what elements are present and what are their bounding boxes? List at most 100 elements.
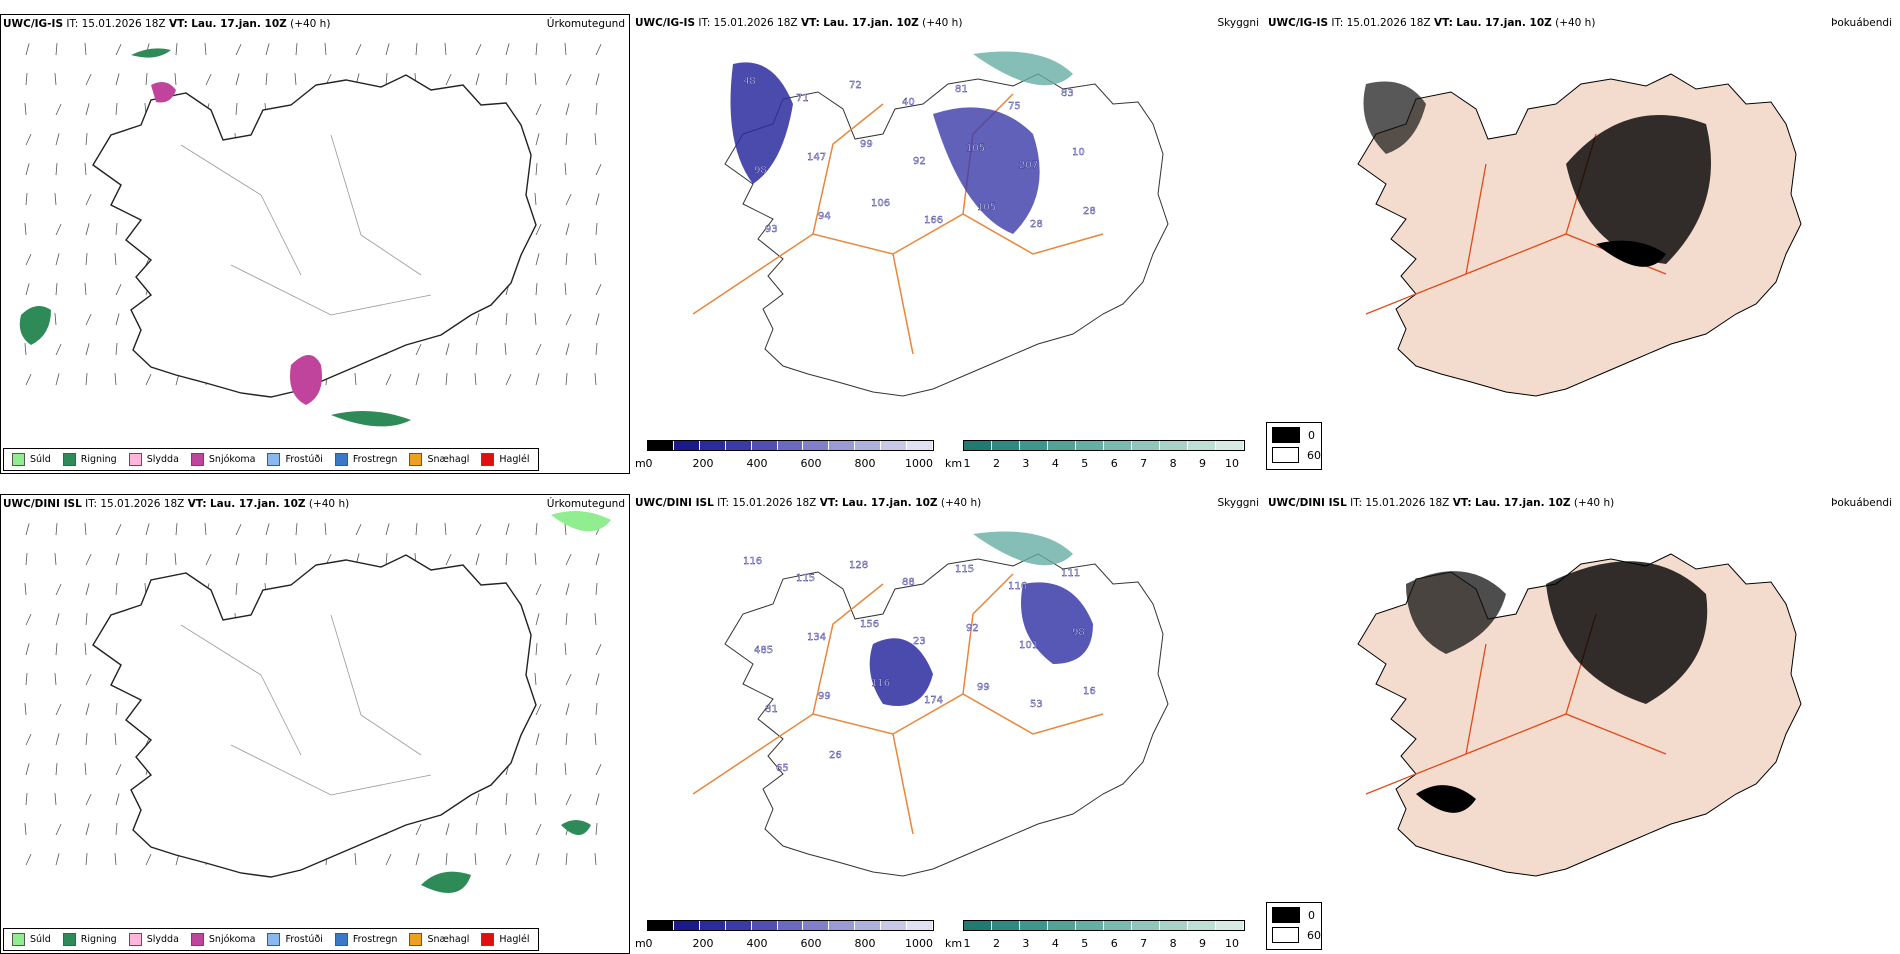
colorbar-cell bbox=[1132, 441, 1160, 450]
wind-barb bbox=[415, 823, 422, 836]
wind-barb bbox=[385, 73, 388, 86]
wind-barb bbox=[55, 733, 60, 746]
colorbar-cell bbox=[1020, 921, 1048, 930]
dini-ptype-panel: UWC/DINI ISL IT: 15.01.2026 18Z VT: Lau.… bbox=[0, 494, 630, 954]
wind-barb bbox=[475, 553, 480, 566]
legend-swatch bbox=[481, 933, 495, 946]
colorbar-cell bbox=[673, 441, 700, 450]
wind-barb bbox=[564, 523, 567, 536]
colorbar-tick: 4 bbox=[1051, 937, 1059, 950]
fog-area bbox=[1363, 81, 1426, 154]
legend-item: Rigning bbox=[62, 453, 117, 466]
wind-barb bbox=[25, 283, 30, 296]
wind-barb bbox=[85, 703, 90, 716]
wind-barb bbox=[535, 643, 538, 656]
legend-item: Frostúði bbox=[267, 933, 323, 946]
wind-barb bbox=[54, 313, 57, 326]
panel-title: UWC/DINI ISL IT: 15.01.2026 18Z VT: Lau.… bbox=[1268, 497, 1615, 509]
legend-swatch bbox=[128, 933, 142, 946]
colorbar-cell bbox=[1216, 441, 1244, 450]
cloudbase-label: 75 bbox=[1008, 101, 1021, 112]
igs-ptype-panel: UWC/IG-IS IT: 15.01.2026 18Z VT: Lau. 17… bbox=[0, 14, 630, 474]
wind-barb bbox=[565, 343, 570, 356]
wind-barb bbox=[565, 133, 568, 146]
wind-barb bbox=[505, 43, 510, 56]
colorbar-cell bbox=[1132, 921, 1160, 930]
colorbar-cell bbox=[725, 441, 752, 450]
wind-barb bbox=[85, 853, 88, 866]
colorbar-tick: 1000 bbox=[905, 457, 933, 470]
wind-barb bbox=[265, 523, 270, 536]
precip-type-legend: Súld Rigning Slydda Snjókoma Frostúði Frostre… bbox=[3, 928, 539, 951]
legend-item: Súld bbox=[12, 453, 51, 466]
wind-barb bbox=[534, 553, 537, 566]
colorbar-cell bbox=[751, 921, 778, 930]
colorbar-cell bbox=[1188, 921, 1216, 930]
wind-barb bbox=[84, 163, 87, 176]
wind-barb bbox=[55, 103, 62, 116]
cloudbase-label: 156 bbox=[860, 619, 879, 630]
cloudbase-label: 166 bbox=[924, 215, 943, 226]
legend-swatch bbox=[128, 453, 142, 466]
wind-barb bbox=[145, 73, 148, 86]
wind-barb bbox=[415, 853, 420, 866]
wind-barb bbox=[235, 583, 238, 596]
wind-barb bbox=[265, 73, 268, 86]
colorbar-tick: 9 bbox=[1199, 457, 1207, 470]
cloud-area bbox=[730, 62, 793, 185]
legend-item: Slydda bbox=[128, 453, 179, 466]
wind-barb bbox=[25, 793, 28, 806]
colorbar-cell bbox=[992, 921, 1020, 930]
wind-barb bbox=[535, 823, 542, 836]
cloudbase-colorbar: m 0 200 400 600 800 1000 bbox=[633, 440, 934, 470]
colorbar-tick: 1 bbox=[963, 937, 971, 950]
legend-label: Haglél bbox=[499, 454, 530, 465]
wind-barb bbox=[85, 73, 92, 86]
wind-barb bbox=[595, 193, 600, 206]
legend-swatch bbox=[409, 933, 423, 946]
wind-barb bbox=[595, 553, 600, 566]
cloud-map: 48 71 72 40 81 75 83 98 147 99 92 105 207 10 93 94 106 16… bbox=[692, 51, 1169, 397]
colorbar-tick: 9 bbox=[1199, 937, 1207, 950]
colorbar-cell bbox=[964, 921, 992, 930]
wind-barb bbox=[564, 283, 567, 296]
wind-barb bbox=[595, 673, 600, 686]
wind-barb bbox=[594, 373, 597, 386]
fog-legend: 0 60 bbox=[1266, 422, 1322, 470]
legend-swatch bbox=[62, 933, 76, 946]
wind-barb bbox=[594, 253, 597, 266]
wind-barb bbox=[85, 553, 92, 566]
wind-barb bbox=[474, 853, 477, 866]
wind-barb bbox=[535, 853, 540, 866]
wind-barb bbox=[385, 853, 392, 866]
cloudbase-label: 28 bbox=[1083, 206, 1096, 217]
wind-barb bbox=[115, 43, 122, 56]
wind-barb bbox=[54, 553, 57, 566]
panel-title: UWC/IG-IS IT: 15.01.2026 18Z VT: Lau. 17… bbox=[635, 17, 963, 29]
cloudbase-label: 99 bbox=[860, 139, 873, 150]
legend-label: Súld bbox=[30, 454, 51, 465]
wind-barb bbox=[475, 43, 482, 56]
wind-barb bbox=[265, 43, 270, 56]
cloudbase-label: 115 bbox=[955, 564, 974, 575]
wind-barb bbox=[534, 673, 537, 686]
cloudbase-label: 98 bbox=[1072, 627, 1085, 638]
wind-barb bbox=[535, 523, 538, 536]
wind-barb bbox=[565, 853, 568, 866]
wind-barb bbox=[25, 133, 32, 146]
wind-barb bbox=[535, 253, 540, 266]
wind-barb bbox=[595, 823, 598, 836]
colorbar-tick: 2 bbox=[992, 457, 1000, 470]
wind-barb bbox=[385, 43, 390, 56]
cloudbase-label: 147 bbox=[807, 152, 826, 163]
legend-label: Frostregn bbox=[352, 454, 398, 465]
colorbar-cell bbox=[855, 441, 882, 450]
wind-barb bbox=[565, 613, 568, 626]
wind-barb bbox=[354, 853, 357, 866]
colorbar-tick: 400 bbox=[746, 457, 768, 470]
cloudbase-label: 128 bbox=[849, 560, 868, 571]
wind-barb bbox=[204, 43, 207, 56]
wind-barb bbox=[565, 253, 568, 266]
visibility-area bbox=[973, 51, 1073, 86]
wind-barb bbox=[84, 43, 87, 56]
